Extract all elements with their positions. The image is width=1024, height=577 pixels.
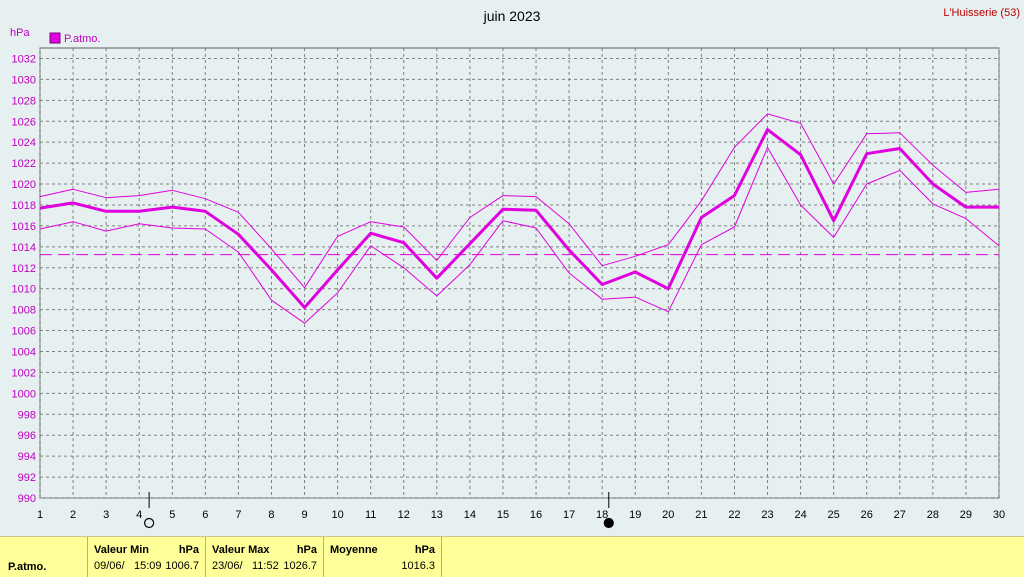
stats-footer: P.atmo. Valeur Min hPa 09/06/ 15:09 1006… xyxy=(0,536,1024,577)
max-header: Valeur Max xyxy=(212,544,270,556)
mean-unit: hPa xyxy=(414,544,435,556)
x-tick-label: 18 xyxy=(596,509,608,521)
x-tick-label: 26 xyxy=(861,509,873,521)
moon-phase-markers xyxy=(144,492,614,529)
x-tick-label: 12 xyxy=(398,509,410,521)
x-tick-label: 7 xyxy=(235,509,241,521)
x-tick-label: 9 xyxy=(301,509,307,521)
y-tick-label: 1006 xyxy=(12,326,36,338)
x-tick-label: 23 xyxy=(761,509,773,521)
chart-grid xyxy=(39,47,1000,499)
pressure-chart: 9909929949969981000100210041006100810101… xyxy=(10,7,1020,529)
min-date: 09/06/ xyxy=(94,560,125,572)
y-tick-label: 1002 xyxy=(12,367,36,379)
x-tick-label: 5 xyxy=(169,509,175,521)
x-tick-label: 6 xyxy=(202,509,208,521)
new-moon-icon xyxy=(603,517,614,529)
x-tick-label: 29 xyxy=(960,509,972,521)
series-line-mean xyxy=(39,128,999,309)
legend-swatch xyxy=(49,32,61,44)
y-tick-label: 992 xyxy=(18,472,36,484)
chart-series xyxy=(39,113,1000,324)
max-date: 23/06/ xyxy=(212,560,243,572)
x-tick-label: 17 xyxy=(563,509,575,521)
footer-row-label: P.atmo. xyxy=(8,561,47,573)
y-tick-label: 1032 xyxy=(12,53,36,65)
x-tick-label: 22 xyxy=(728,509,740,521)
max-time: 11:52 xyxy=(252,560,279,572)
x-tick-label: 1 xyxy=(37,509,43,521)
min-header: Valeur Min xyxy=(94,544,150,556)
x-tick-label: 19 xyxy=(629,509,641,521)
full-moon-icon xyxy=(144,517,155,529)
y-axis-unit: hPa xyxy=(10,27,30,39)
x-tick-label: 28 xyxy=(927,509,939,521)
y-tick-label: 996 xyxy=(18,430,36,442)
footer-row-label-cell: P.atmo. xyxy=(0,537,88,577)
x-tick-label: 21 xyxy=(695,509,707,521)
y-tick-label: 998 xyxy=(18,409,36,421)
series-line-min xyxy=(39,146,1000,324)
x-tick-label: 20 xyxy=(662,509,674,521)
x-tick-label: 10 xyxy=(331,509,343,521)
x-tick-label: 30 xyxy=(993,509,1005,521)
x-tick-label: 3 xyxy=(103,509,109,521)
series-line-max xyxy=(39,113,1000,289)
max-value: 1026.7 xyxy=(283,560,317,572)
x-tick-label: 24 xyxy=(794,509,806,521)
y-tick-label: 994 xyxy=(18,451,36,463)
mean-value: 1016.3 xyxy=(401,560,435,572)
y-tick-label: 1024 xyxy=(12,137,36,149)
footer-min-cell: Valeur Min hPa 09/06/ 15:09 1006.7 xyxy=(88,537,206,577)
x-tick-label: 16 xyxy=(530,509,542,521)
y-axis-ticks: 990 992 994 996 998 1000 1002 1004 1006 1008 1010 1… xyxy=(12,53,36,505)
x-tick-label: 8 xyxy=(268,509,274,521)
x-axis-ticks: 1 2 3 4 5 6 7 8 9 10 11 12 13 14 15 16 17 18 19 20 21 22 23 24 2… xyxy=(37,509,1005,521)
y-tick-label: 1010 xyxy=(12,284,36,296)
y-tick-label: 1014 xyxy=(12,242,36,254)
footer-max-cell: Valeur Max hPa 23/06/ 11:52 1026.7 xyxy=(206,537,324,577)
x-tick-label: 25 xyxy=(828,509,840,521)
min-value: 1006.7 xyxy=(165,560,199,572)
x-tick-label: 13 xyxy=(431,509,443,521)
x-tick-label: 11 xyxy=(365,509,376,521)
y-tick-label: 1028 xyxy=(12,95,36,107)
x-tick-label: 2 xyxy=(70,509,76,521)
y-tick-label: 1012 xyxy=(12,263,36,275)
y-tick-label: 1008 xyxy=(12,305,36,317)
y-tick-label: 1030 xyxy=(12,74,36,86)
legend-label: P.atmo. xyxy=(64,33,101,45)
min-unit: hPa xyxy=(178,544,199,556)
max-unit: hPa xyxy=(296,544,317,556)
y-tick-label: 1022 xyxy=(12,158,36,170)
station-name: L'Huisserie (53) xyxy=(943,7,1020,19)
mean-header: Moyenne xyxy=(330,544,378,556)
x-tick-label: 15 xyxy=(497,509,509,521)
x-tick-label: 27 xyxy=(894,509,906,521)
y-tick-label: 1018 xyxy=(12,200,36,212)
chart-title: juin 2023 xyxy=(483,8,541,24)
y-tick-label: 1016 xyxy=(12,221,36,233)
footer-mean-cell: Moyenne hPa 1016.3 xyxy=(324,537,442,577)
x-tick-label: 14 xyxy=(464,509,476,521)
y-tick-label: 1004 xyxy=(12,346,36,358)
plot-frame xyxy=(39,47,1000,499)
y-tick-label: 1020 xyxy=(12,179,36,191)
x-tick-label: 4 xyxy=(136,509,142,521)
y-tick-label: 1026 xyxy=(12,116,36,128)
y-tick-label: 990 xyxy=(18,493,36,505)
min-time: 15:09 xyxy=(134,560,162,572)
y-tick-label: 1000 xyxy=(12,388,36,400)
